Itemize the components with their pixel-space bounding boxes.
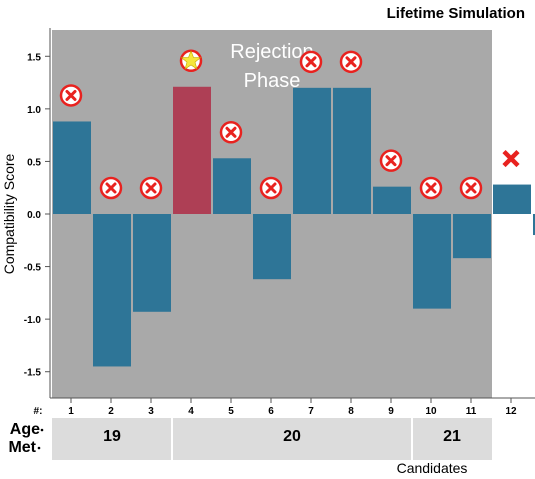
bar-6 (253, 214, 291, 280)
x-tick-label-7: 7 (308, 406, 314, 417)
x-tick-label-2: 2 (108, 406, 114, 417)
y-tick-label: 1.5 (27, 52, 41, 63)
x-axis-label: Candidates (397, 460, 468, 476)
chart-title: Lifetime Simulation (386, 5, 525, 22)
bar-partial (533, 214, 535, 236)
age-group-label-19: 19 (103, 428, 121, 445)
y-tick-label: 0.0 (27, 210, 41, 221)
bar-10 (413, 214, 451, 309)
bar-12 (493, 184, 531, 214)
bar-8 (333, 87, 371, 214)
bar-1 (53, 121, 91, 214)
y-tick-label: -1.5 (24, 368, 42, 379)
rejected-x-icon (225, 126, 237, 138)
x-prefix-label: #: (34, 406, 43, 417)
x-tick-label-5: 5 (228, 406, 234, 417)
rejected-x-icon (145, 182, 157, 194)
bar-9 (373, 186, 411, 214)
x-tick-label-10: 10 (425, 406, 437, 417)
rejected-x-icon (65, 89, 77, 101)
bar-7 (293, 87, 331, 214)
y-tick-label: -1.0 (24, 315, 42, 326)
phase-label-line2: Phase (244, 70, 301, 92)
rejected-x-icon (305, 56, 317, 68)
rejected-x-icon (265, 182, 277, 194)
age-group-band-20 (172, 418, 412, 460)
bar-4 (173, 86, 211, 214)
x-tick-label-4: 4 (188, 406, 194, 417)
y-tick-label: -0.5 (24, 263, 42, 274)
age-label: Age (10, 421, 40, 438)
x-tick-label-11: 11 (466, 406, 477, 417)
y-axis-label: Compatibility Score (1, 153, 17, 274)
age-label-dot (40, 428, 44, 432)
x-tick-label-8: 8 (348, 406, 354, 417)
x-tick-label-6: 6 (268, 406, 274, 417)
rejected-x-icon (345, 56, 357, 68)
x-tick-label-9: 9 (388, 406, 394, 417)
met-label-dot (37, 446, 41, 450)
rejected-x-icon (465, 182, 477, 194)
y-tick-label: 0.5 (27, 157, 41, 168)
bar-3 (133, 214, 171, 312)
x-tick-label-12: 12 (505, 406, 517, 417)
bar-5 (213, 158, 251, 214)
y-tick-label: 1.0 (27, 105, 41, 116)
rejected-x-icon (105, 182, 117, 194)
age-group-band-21 (412, 418, 492, 460)
bar-2 (93, 214, 131, 367)
age-group-band-19 (52, 418, 172, 460)
cross-icon (502, 149, 520, 168)
rejected-x-icon (385, 155, 397, 167)
x-tick-label-1: 1 (68, 406, 74, 417)
star-icon (180, 49, 202, 70)
phase-label-line1: Rejection (230, 41, 313, 63)
rejected-x-icon (425, 182, 437, 194)
age-group-label-20: 20 (283, 428, 301, 445)
age-group-label-21: 21 (443, 428, 461, 445)
met-label: Met (8, 439, 36, 456)
bar-11 (453, 214, 491, 259)
x-tick-label-3: 3 (148, 406, 154, 417)
